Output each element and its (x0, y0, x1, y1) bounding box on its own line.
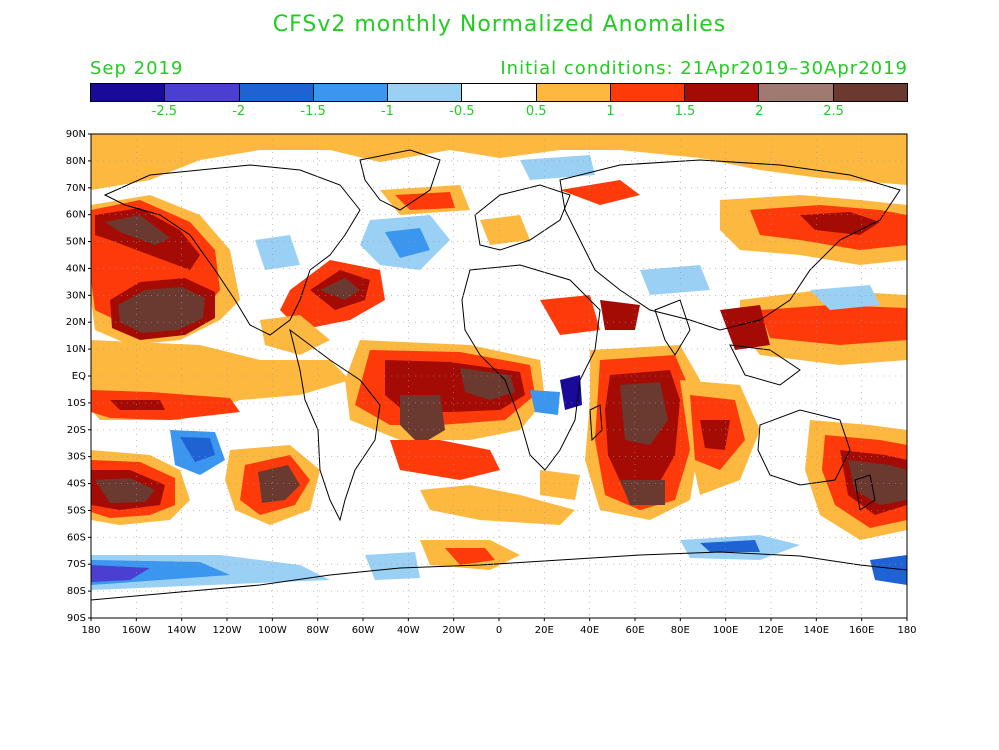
colorbar (90, 83, 908, 102)
longitude-labels: 180 160W 140W 120W 100W 80W 60W 40W 20W 0 20E 40E 60… (81, 618, 917, 636)
colorbar-swatch (610, 84, 686, 101)
colorbar-label: 1 (606, 104, 615, 119)
lon-tick-label: 20E (535, 625, 554, 636)
lon-tick-label: 120E (758, 625, 783, 636)
lon-tick-label: 180 (897, 625, 916, 636)
colorbar-swatch (313, 84, 389, 101)
lon-tick-label: 100E (713, 625, 738, 636)
colorbar-swatch (462, 84, 537, 101)
colorbar-swatch (536, 84, 611, 101)
coastlines (91, 149, 907, 601)
lon-tick-label: 80E (671, 625, 690, 636)
lon-tick-label: 40E (580, 625, 599, 636)
lon-tick-label: 160E (849, 625, 874, 636)
initial-conditions-label: Initial conditions: 21Apr2019–30Apr2019 (500, 58, 908, 79)
lat-tick-label: 30N (66, 290, 86, 301)
colorbar-swatch (388, 84, 463, 101)
lat-tick-label: 60S (67, 532, 86, 543)
lon-tick-label: 20W (442, 625, 465, 636)
valid-month-label: Sep 2019 (90, 58, 184, 79)
colorbar-swatch (165, 84, 240, 101)
colorbar-label: -1 (380, 104, 394, 119)
colorbar-label: -2.5 (151, 104, 178, 119)
lon-tick-label: 180 (81, 625, 100, 636)
lat-tick-label: 90N (66, 129, 86, 140)
colorbar-label: -1.5 (300, 104, 326, 119)
lat-tick-label: EQ (72, 371, 86, 382)
colorbar-label: 1.5 (674, 104, 696, 119)
colorbar-label: 0.5 (525, 104, 547, 119)
colorbar-swatch (239, 84, 314, 101)
lat-tick-label: 80S (67, 586, 86, 597)
colorbar-label: 2 (755, 104, 764, 119)
anomaly-field (91, 134, 907, 590)
lat-tick-label: 40N (66, 263, 86, 274)
colorbar-label: -0.5 (449, 104, 475, 119)
lat-tick-label: 90S (67, 613, 86, 624)
lat-tick-label: 70S (67, 559, 86, 570)
colorbar-label: -2 (232, 104, 246, 119)
lon-tick-label: 140W (167, 625, 196, 636)
colorbar-swatch (833, 84, 907, 101)
colorbar-label: 2.5 (823, 104, 844, 119)
lat-tick-label: 60N (66, 210, 86, 221)
lon-tick-label: 100W (258, 625, 287, 636)
lat-tick-label: 10N (66, 344, 86, 355)
lon-tick-label: 160W (122, 625, 151, 636)
lat-tick-label: 50N (66, 237, 86, 248)
lon-tick-label: 0 (496, 625, 502, 636)
lat-tick-label: 20S (67, 425, 86, 436)
colorbar-swatch (91, 84, 166, 101)
lat-tick-label: 70N (66, 183, 86, 194)
gridlines (91, 134, 907, 618)
lat-tick-label: 30S (67, 452, 86, 463)
latitude-labels: 90N 80N 70N 60N 50N 40N 30N 20N 10N EQ 10S 20S 30S 40… (66, 129, 91, 624)
lon-tick-label: 60E (625, 625, 644, 636)
lat-tick-label: 50S (67, 505, 86, 516)
map-title: CFSv2 monthly Normalized Anomalies (272, 12, 727, 37)
lat-tick-label: 10S (67, 398, 86, 409)
lon-tick-label: 80W (306, 625, 329, 636)
lon-tick-label: 40W (397, 625, 420, 636)
lat-tick-label: 20N (66, 317, 86, 328)
lat-tick-label: 40S (67, 479, 86, 490)
lat-tick-label: 80N (66, 156, 86, 167)
lon-tick-label: 120W (213, 625, 242, 636)
lon-tick-label: 60W (352, 625, 375, 636)
lon-tick-label: 140E (804, 625, 829, 636)
colorbar-swatch (759, 84, 834, 101)
colorbar-swatch (685, 84, 760, 101)
